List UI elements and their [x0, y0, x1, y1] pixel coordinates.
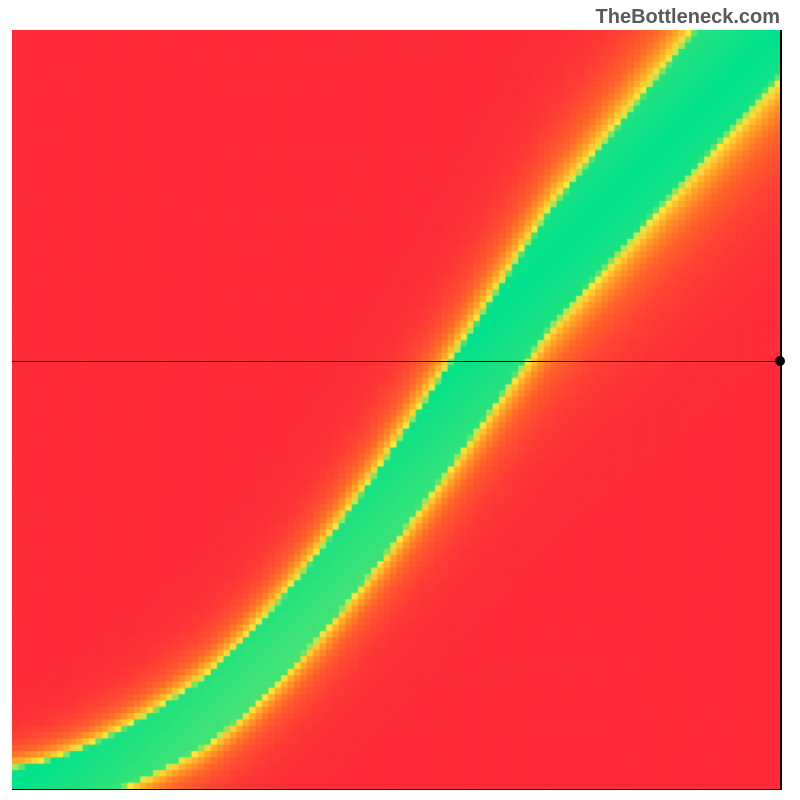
heatmap-chart	[12, 30, 782, 790]
watermark-text: TheBottleneck.com	[596, 6, 780, 29]
marker-point	[775, 356, 785, 366]
heatmap-canvas	[12, 30, 781, 789]
crosshair-vertical	[780, 30, 781, 789]
crosshair-horizontal	[12, 361, 781, 362]
